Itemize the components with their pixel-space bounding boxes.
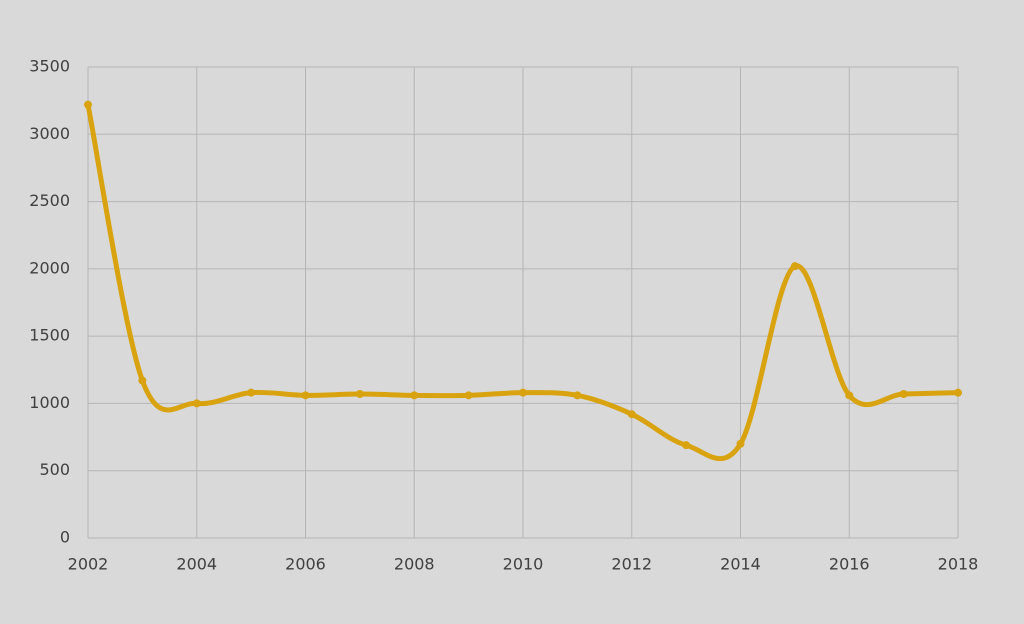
y-tick-label: 2000 (29, 258, 70, 277)
point (247, 388, 256, 397)
point (627, 410, 636, 419)
x-tick-label: 2010 (503, 555, 544, 574)
y-tick-label: 1000 (29, 393, 70, 412)
x-tick-label: 2006 (285, 555, 326, 574)
x-tick-label: 2012 (611, 555, 652, 574)
x-tick-label: 2002 (68, 555, 109, 574)
x-tick-label: 2016 (829, 555, 870, 574)
point (790, 262, 799, 271)
x-tick-label: 2018 (938, 555, 979, 574)
point (355, 390, 364, 399)
point (736, 439, 745, 448)
point (192, 399, 201, 408)
point (410, 391, 419, 400)
x-tick-label: 2004 (176, 555, 217, 574)
x-tick-label: 2008 (394, 555, 435, 574)
point (899, 390, 908, 399)
point (573, 391, 582, 400)
point (954, 388, 962, 397)
y-tick-label: 3500 (29, 57, 70, 76)
point (84, 100, 92, 109)
point (138, 376, 147, 385)
point (301, 391, 310, 400)
y-tick-label: 3000 (29, 124, 70, 143)
point (464, 391, 473, 400)
y-tick-label: 0 (60, 528, 70, 547)
x-tick-label: 2014 (720, 555, 761, 574)
point (845, 391, 854, 400)
y-tick-label: 1500 (29, 326, 70, 345)
y-tick-label: 500 (39, 460, 70, 479)
y-tick-label: 2500 (29, 191, 70, 210)
point (682, 441, 691, 450)
point (519, 388, 527, 397)
